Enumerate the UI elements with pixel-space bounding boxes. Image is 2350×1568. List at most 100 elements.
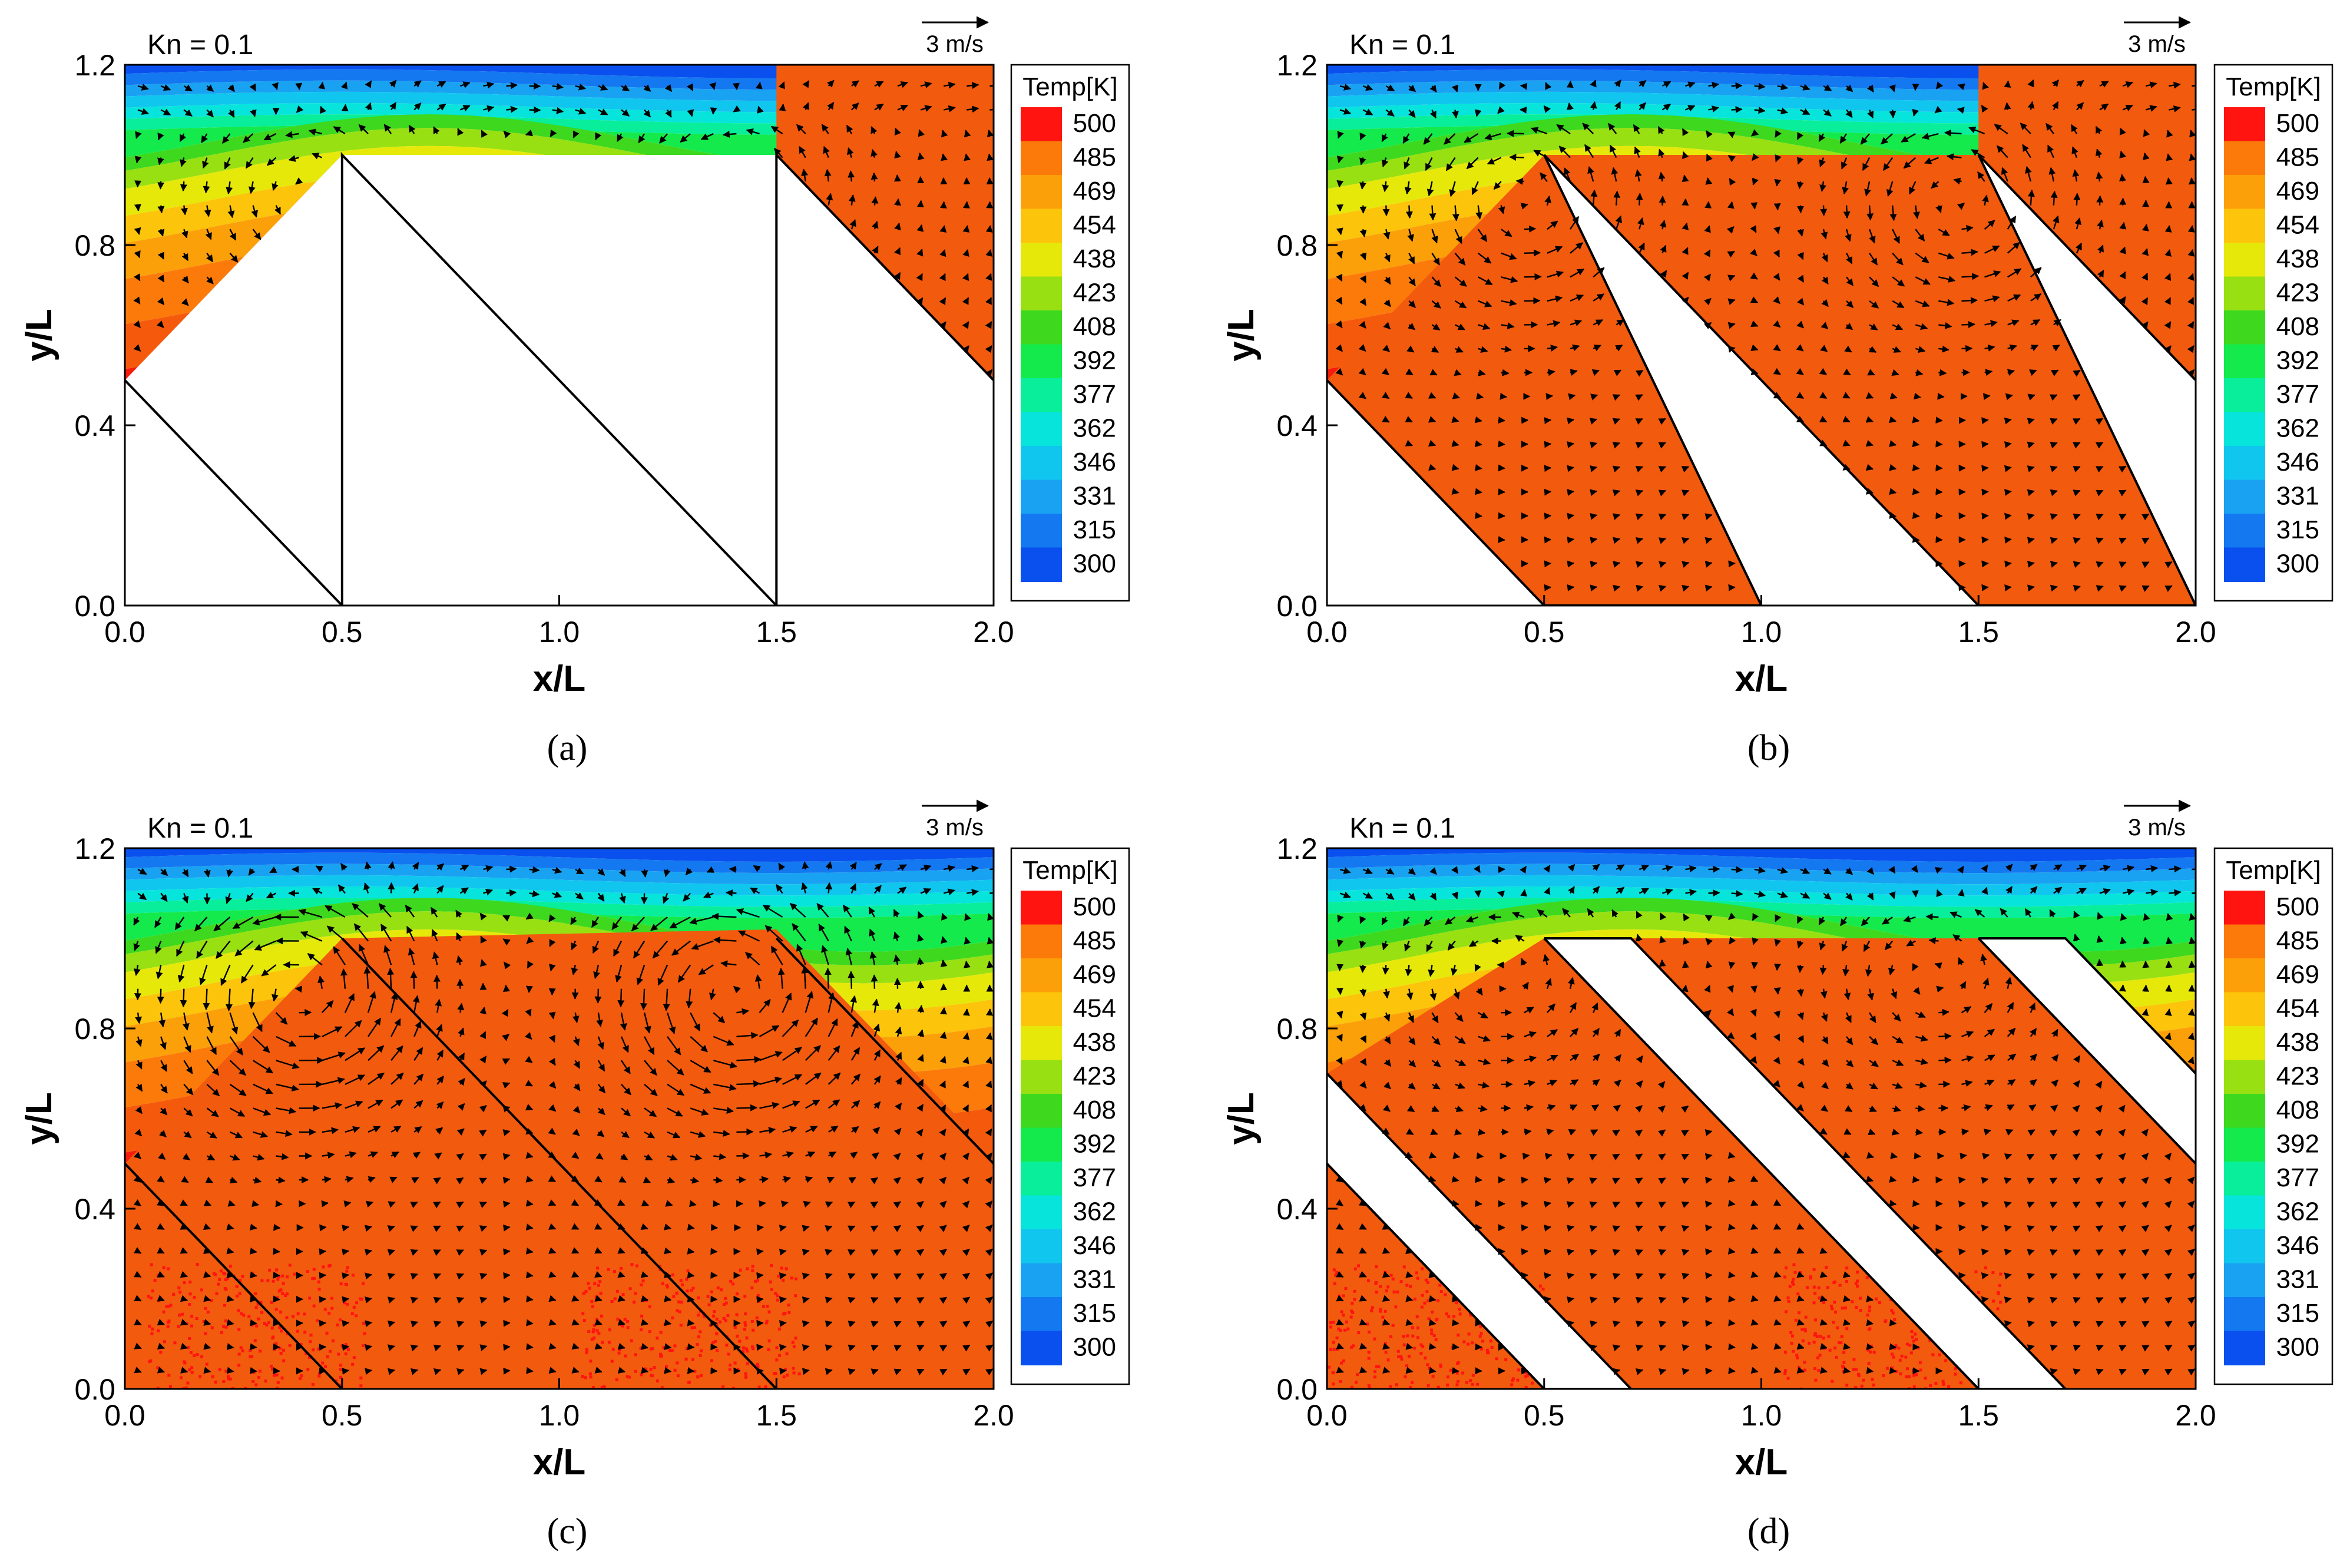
velocity-vector (1682, 247, 1689, 255)
speckle (319, 1299, 322, 1302)
speckle (286, 1275, 289, 1279)
legend-level: 500 (1073, 109, 1116, 138)
velocity-vector (1474, 109, 1482, 117)
speckle (1818, 1296, 1821, 1300)
legend-swatch (1021, 209, 1062, 243)
velocity-vector (987, 961, 994, 968)
velocity-vector (249, 1319, 257, 1326)
velocity-vector (989, 108, 994, 111)
velocity-vector (640, 1295, 649, 1302)
velocity-vector (503, 130, 511, 138)
speckle (1467, 1332, 1471, 1336)
velocity-vector (1405, 416, 1413, 423)
legend-swatch (2224, 1162, 2265, 1196)
speckle (1934, 1382, 1938, 1385)
velocity-vector (2050, 1368, 2058, 1375)
speckle (1835, 1355, 1838, 1359)
speckle (621, 1293, 625, 1296)
speckle (148, 1324, 151, 1328)
speckle (1826, 1286, 1829, 1289)
velocity-vector (2120, 937, 2127, 945)
velocity-vector (459, 105, 471, 112)
velocity-vector (1613, 1368, 1621, 1375)
velocity-vector (598, 108, 608, 115)
velocity-vector (204, 205, 211, 217)
speckle (190, 1314, 194, 1318)
velocity-vector (1451, 1199, 1459, 1207)
contour-band (1327, 69, 2196, 90)
speckle (581, 1375, 584, 1378)
speckle (1832, 1321, 1835, 1324)
speckle (306, 1269, 309, 1273)
velocity-vector (1728, 1295, 1736, 1303)
speckle (640, 1328, 643, 1332)
speckle (615, 1378, 618, 1381)
velocity-vector (1408, 84, 1416, 92)
speckle (1373, 1370, 1377, 1374)
velocity-vector (665, 109, 672, 118)
x-axis-title: x/L (533, 1442, 586, 1483)
legend-level: 438 (1073, 1028, 1116, 1057)
velocity-vector (1544, 1177, 1551, 1184)
speckle (224, 1325, 228, 1329)
speckle (183, 1281, 186, 1285)
velocity-vector (1589, 441, 1598, 449)
velocity-vector (1493, 181, 1502, 190)
velocity-vector (133, 344, 141, 352)
contour-band (125, 91, 994, 113)
speckle (764, 1385, 767, 1388)
velocity-vector (1843, 1343, 1851, 1350)
velocity-vector (964, 130, 971, 138)
velocity-vector (1407, 323, 1416, 330)
speckle (229, 1264, 232, 1268)
speckle (1335, 1271, 1339, 1274)
velocity-vector (872, 246, 879, 254)
legend-swatch (1021, 141, 1062, 176)
velocity-vector (1407, 229, 1414, 242)
speckle (633, 1301, 636, 1304)
speckle (733, 1326, 737, 1329)
velocity-vector (263, 133, 277, 141)
velocity-vector (1704, 561, 1713, 568)
velocity-vector (1704, 513, 1713, 520)
velocity-vector (1451, 464, 1459, 471)
legend-swatch (1021, 310, 1062, 345)
speckle (601, 1341, 604, 1344)
velocity-vector (1455, 346, 1464, 353)
speckle (1346, 1327, 1350, 1331)
speckle (1371, 1306, 1374, 1309)
velocity-vector (1914, 1152, 1921, 1160)
velocity-vector (1901, 133, 1916, 143)
velocity-vector (387, 967, 395, 989)
velocity-vector (1892, 300, 1905, 309)
velocity-vector (710, 107, 717, 115)
speckle (173, 1341, 177, 1345)
velocity-vector (502, 1153, 511, 1160)
speckle (1882, 1374, 1885, 1378)
speckle (1809, 1275, 1812, 1279)
speckle (200, 1288, 203, 1292)
velocity-vector (1915, 300, 1930, 307)
velocity-vector (1547, 220, 1558, 230)
speckle (1379, 1285, 1382, 1288)
velocity-vector (295, 177, 303, 185)
velocity-vector (1797, 229, 1804, 237)
y-tick-label: 0.8 (74, 229, 115, 262)
speckle (1516, 1378, 1520, 1382)
velocity-vector (1613, 190, 1621, 206)
legend-swatch (1021, 1127, 1062, 1162)
speckle (714, 1339, 717, 1343)
speckle (1845, 1280, 1848, 1283)
speckle (1420, 1305, 1424, 1309)
speckle (279, 1288, 283, 1292)
velocity-vector (1912, 464, 1920, 472)
speckle (1425, 1290, 1429, 1294)
velocity-vector (134, 273, 141, 282)
velocity-vector (1612, 418, 1620, 425)
speckle (1839, 1341, 1843, 1345)
velocity-vector (1633, 124, 1640, 134)
speckle (1832, 1281, 1836, 1285)
speckle (1800, 1328, 1804, 1331)
speckle (317, 1288, 321, 1291)
legend-swatch (1021, 1026, 1062, 1061)
